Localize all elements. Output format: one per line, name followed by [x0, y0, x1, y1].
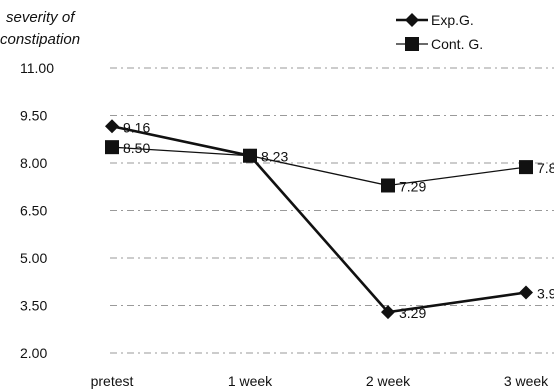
series-0-point [105, 119, 119, 134]
data-label: 8.23 [261, 149, 288, 165]
y-axis-ticks: 2.00 3.50 5.00 6.50 8.00 9.50 11.00 [20, 60, 54, 361]
series-1-point [105, 140, 119, 155]
legend-label: Exp.G. [431, 12, 474, 28]
x-tick-label: pretest [91, 373, 134, 389]
x-tick-label: 2 week [366, 373, 411, 389]
y-axis-title-line-2: constipation [0, 31, 80, 48]
y-tick-label: 8.00 [20, 155, 47, 171]
legend-marker [405, 13, 419, 27]
series-0-point [381, 305, 395, 320]
y-tick-label: 6.50 [20, 203, 47, 219]
legend-marker [405, 37, 419, 51]
data-label: 8.50 [123, 140, 150, 156]
x-axis-ticks: pretest 1 week 2 week 3 week [91, 373, 550, 389]
series-0-point [519, 285, 533, 300]
series-0-point [243, 148, 257, 163]
series-1-point [381, 178, 395, 193]
series-line-0 [111, 124, 527, 314]
data-labels: 8.50 8.23 7.29 7.87 9.16 3.29 3.91 [123, 119, 554, 321]
legend: Exp.G. Cont. G. [396, 12, 483, 52]
series-line-1 [111, 146, 527, 187]
y-tick-label: 9.50 [20, 108, 47, 124]
data-label: 3.91 [537, 286, 554, 302]
legend-label: Cont. G. [431, 36, 483, 52]
x-tick-label: 3 week [504, 373, 549, 389]
series-lines [105, 119, 533, 320]
series-1-point [519, 160, 533, 175]
y-tick-label: 5.00 [20, 250, 47, 266]
gridlines [110, 67, 554, 354]
data-label: 7.29 [399, 178, 426, 194]
x-tick-label: 1 week [228, 373, 273, 389]
y-axis-title: severity of constipation [0, 9, 80, 48]
data-label: 9.16 [123, 119, 150, 135]
data-label: 3.29 [399, 305, 426, 321]
y-tick-label: 11.00 [20, 60, 54, 76]
y-tick-label: 3.50 [20, 298, 47, 314]
data-label: 7.87 [537, 160, 554, 176]
y-tick-label: 2.00 [20, 345, 47, 361]
y-axis-title-line-1: severity of [6, 9, 76, 26]
